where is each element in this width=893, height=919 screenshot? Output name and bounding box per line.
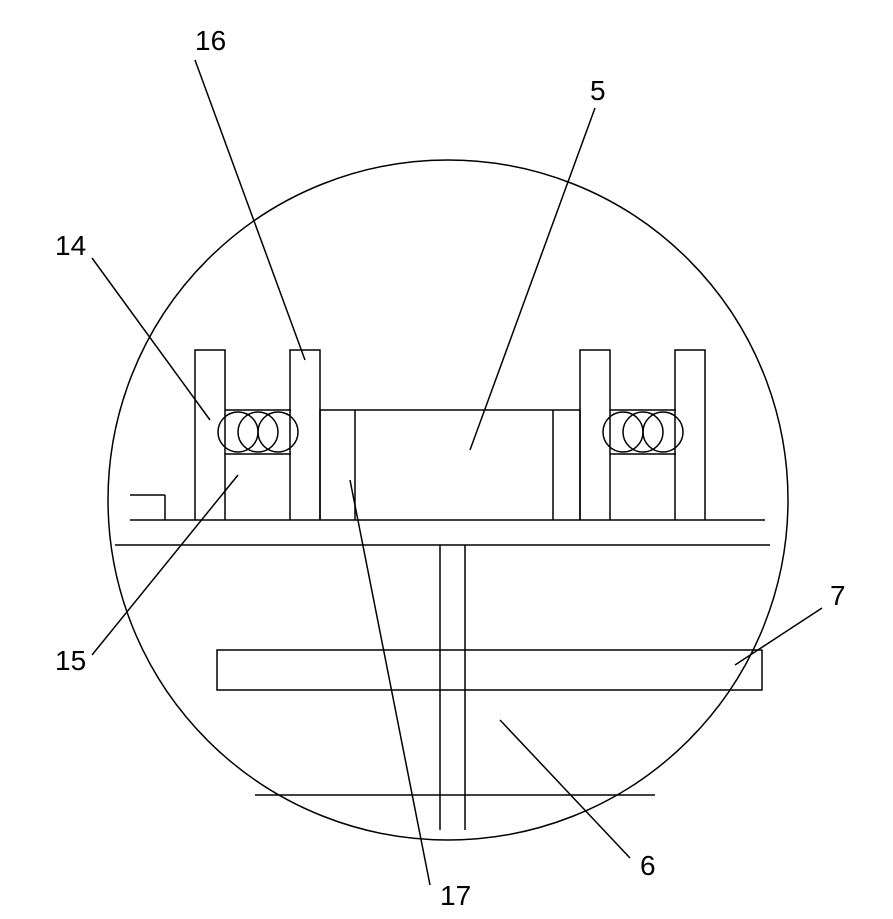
label-6: 6 — [640, 850, 656, 881]
label-16: 16 — [195, 25, 226, 56]
leader-14 — [92, 258, 210, 420]
leader-5 — [470, 108, 595, 450]
label-14: 14 — [55, 230, 86, 261]
leader-16 — [195, 60, 305, 360]
label-15: 15 — [55, 645, 86, 676]
left-post-outer — [195, 350, 225, 520]
center-box — [320, 410, 580, 520]
label-5: 5 — [590, 75, 606, 106]
left-post-inner — [290, 350, 320, 520]
cross-bar — [217, 650, 762, 690]
technical-diagram: 16 5 14 15 17 6 7 — [0, 0, 893, 919]
detail-circle — [108, 160, 788, 840]
label-7: 7 — [830, 580, 846, 611]
leader-6 — [500, 720, 630, 858]
leader-7 — [735, 608, 822, 665]
leader-17 — [350, 480, 430, 885]
right-post-inner — [675, 350, 705, 520]
right-post-outer — [580, 350, 610, 520]
label-17: 17 — [440, 880, 471, 911]
